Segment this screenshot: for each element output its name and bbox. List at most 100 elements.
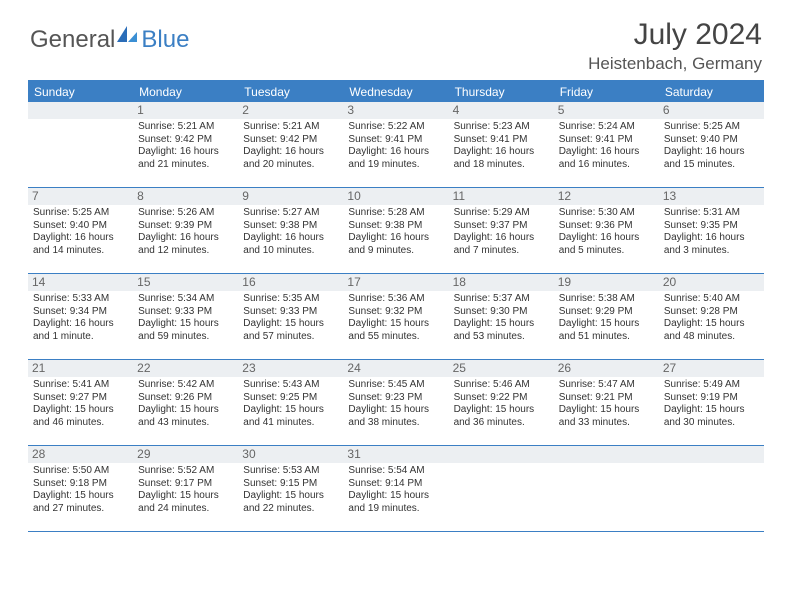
day-number: 11 (449, 188, 554, 205)
day-cell: 1 Sunrise: 5:21 AMSunset: 9:42 PMDaylight… (133, 102, 238, 188)
dow-header: Tuesday (238, 82, 343, 102)
day-info: Sunrise: 5:41 AMSunset: 9:27 PMDaylight:… (32, 379, 129, 429)
day-info: Sunrise: 5:46 AMSunset: 9:22 PMDaylight:… (453, 379, 550, 429)
day-cell: 16 Sunrise: 5:35 AMSunset: 9:33 PMDayligh… (238, 274, 343, 360)
day-info: Sunrise: 5:29 AMSunset: 9:37 PMDaylight:… (453, 207, 550, 257)
day-cell: 20 Sunrise: 5:40 AMSunset: 9:28 PMDayligh… (659, 274, 764, 360)
day-info: Sunrise: 5:25 AMSunset: 9:40 PMDaylight:… (32, 207, 129, 257)
day-info: Sunrise: 5:40 AMSunset: 9:28 PMDaylight:… (663, 293, 760, 343)
day-number: 26 (554, 360, 659, 377)
day-number: 10 (343, 188, 448, 205)
empty-cell (449, 446, 554, 532)
day-number: 30 (238, 446, 343, 463)
day-cell: 7 Sunrise: 5:25 AMSunset: 9:40 PMDaylight… (28, 188, 133, 274)
day-cell: 4 Sunrise: 5:23 AMSunset: 9:41 PMDaylight… (449, 102, 554, 188)
dow-header: Sunday (28, 82, 133, 102)
day-number: 12 (554, 188, 659, 205)
day-number: 23 (238, 360, 343, 377)
day-cell: 22 Sunrise: 5:42 AMSunset: 9:26 PMDayligh… (133, 360, 238, 446)
day-number: 22 (133, 360, 238, 377)
empty-cell (659, 446, 764, 532)
day-cell: 3 Sunrise: 5:22 AMSunset: 9:41 PMDaylight… (343, 102, 448, 188)
day-info: Sunrise: 5:34 AMSunset: 9:33 PMDaylight:… (137, 293, 234, 343)
day-number: 2 (238, 102, 343, 119)
day-info: Sunrise: 5:22 AMSunset: 9:41 PMDaylight:… (347, 121, 444, 171)
logo-general: General (30, 26, 115, 53)
day-cell: 11 Sunrise: 5:29 AMSunset: 9:37 PMDayligh… (449, 188, 554, 274)
day-info: Sunrise: 5:21 AMSunset: 9:42 PMDaylight:… (137, 121, 234, 171)
day-number: 13 (659, 188, 764, 205)
logo-sail-icon (115, 24, 139, 44)
day-number: 25 (449, 360, 554, 377)
day-info: Sunrise: 5:35 AMSunset: 9:33 PMDaylight:… (242, 293, 339, 343)
day-cell: 24 Sunrise: 5:45 AMSunset: 9:23 PMDayligh… (343, 360, 448, 446)
day-cell: 5Sunrise: 5:24 AMSunset: 9:41 PMDaylight… (554, 102, 659, 188)
day-number: 19 (554, 274, 659, 291)
day-info: Sunrise: 5:52 AMSunset: 9:17 PMDaylight:… (137, 465, 234, 515)
day-number: 24 (343, 360, 448, 377)
day-cell: 9 Sunrise: 5:27 AMSunset: 9:38 PMDaylight… (238, 188, 343, 274)
day-info: Sunrise: 5:43 AMSunset: 9:25 PMDaylight:… (242, 379, 339, 429)
day-cell: 25 Sunrise: 5:46 AMSunset: 9:22 PMDayligh… (449, 360, 554, 446)
logo-blue: Blue (141, 26, 189, 54)
month-title: July 2024 (588, 18, 762, 52)
day-cell: 19 Sunrise: 5:38 AMSunset: 9:29 PMDayligh… (554, 274, 659, 360)
day-info: Sunrise: 5:27 AMSunset: 9:38 PMDaylight:… (242, 207, 339, 257)
day-info: Sunrise: 5:37 AMSunset: 9:30 PMDaylight:… (453, 293, 550, 343)
day-cell: 18 Sunrise: 5:37 AMSunset: 9:30 PMDayligh… (449, 274, 554, 360)
day-info: Sunrise: 5:33 AMSunset: 9:34 PMDaylight:… (32, 293, 129, 343)
day-info: Sunrise: 5:21 AMSunset: 9:42 PMDaylight:… (242, 121, 339, 171)
day-cell: 8Sunrise: 5:26 AMSunset: 9:39 PMDaylight… (133, 188, 238, 274)
day-info: Sunrise: 5:50 AMSunset: 9:18 PMDaylight:… (32, 465, 129, 515)
day-info: Sunrise: 5:25 AMSunset: 9:40 PMDaylight:… (663, 121, 760, 171)
logo-text: General (30, 26, 115, 54)
day-info: Sunrise: 5:36 AMSunset: 9:32 PMDaylight:… (347, 293, 444, 343)
day-cell: 31 Sunrise: 5:54 AMSunset: 9:14 PMDayligh… (343, 446, 448, 532)
day-number: 18 (449, 274, 554, 291)
day-cell: 6 Sunrise: 5:25 AMSunset: 9:40 PMDaylight… (659, 102, 764, 188)
day-number: 27 (659, 360, 764, 377)
day-number: 16 (238, 274, 343, 291)
location: Heistenbach, Germany (588, 54, 762, 74)
day-number: 7 (28, 188, 133, 205)
day-number: 29 (133, 446, 238, 463)
day-number: 9 (238, 188, 343, 205)
day-number: 20 (659, 274, 764, 291)
title-block: July 2024 Heistenbach, Germany (588, 18, 762, 74)
day-number: 28 (28, 446, 133, 463)
day-number: 1 (133, 102, 238, 119)
empty-cell (28, 102, 133, 188)
day-cell: 21Sunrise: 5:41 AMSunset: 9:27 PMDayligh… (28, 360, 133, 446)
day-number: 3 (343, 102, 448, 119)
day-info: Sunrise: 5:38 AMSunset: 9:29 PMDaylight:… (558, 293, 655, 343)
logo: General Blue (30, 24, 189, 56)
day-cell: 14 Sunrise: 5:33 AMSunset: 9:34 PMDayligh… (28, 274, 133, 360)
day-info: Sunrise: 5:31 AMSunset: 9:35 PMDaylight:… (663, 207, 760, 257)
day-number: 6 (659, 102, 764, 119)
day-info: Sunrise: 5:23 AMSunset: 9:41 PMDaylight:… (453, 121, 550, 171)
day-number: 14 (28, 274, 133, 291)
day-info: Sunrise: 5:53 AMSunset: 9:15 PMDaylight:… (242, 465, 339, 515)
day-info: Sunrise: 5:49 AMSunset: 9:19 PMDaylight:… (663, 379, 760, 429)
day-number: 5 (554, 102, 659, 119)
day-cell: 15 Sunrise: 5:34 AMSunset: 9:33 PMDayligh… (133, 274, 238, 360)
day-info: Sunrise: 5:54 AMSunset: 9:14 PMDaylight:… (347, 465, 444, 515)
day-number: 15 (133, 274, 238, 291)
dow-header: Saturday (659, 82, 764, 102)
day-cell: 30 Sunrise: 5:53 AMSunset: 9:15 PMDayligh… (238, 446, 343, 532)
day-info: Sunrise: 5:42 AMSunset: 9:26 PMDaylight:… (137, 379, 234, 429)
day-cell: 10 Sunrise: 5:28 AMSunset: 9:38 PMDayligh… (343, 188, 448, 274)
day-info: Sunrise: 5:30 AMSunset: 9:36 PMDaylight:… (558, 207, 655, 257)
day-info: Sunrise: 5:28 AMSunset: 9:38 PMDaylight:… (347, 207, 444, 257)
day-info: Sunrise: 5:47 AMSunset: 9:21 PMDaylight:… (558, 379, 655, 429)
day-number: 17 (343, 274, 448, 291)
empty-cell (554, 446, 659, 532)
day-number: 31 (343, 446, 448, 463)
day-cell: 12 Sunrise: 5:30 AMSunset: 9:36 PMDayligh… (554, 188, 659, 274)
day-number: 4 (449, 102, 554, 119)
dow-header: Friday (554, 82, 659, 102)
day-info: Sunrise: 5:45 AMSunset: 9:23 PMDaylight:… (347, 379, 444, 429)
day-cell: 17 Sunrise: 5:36 AMSunset: 9:32 PMDayligh… (343, 274, 448, 360)
day-cell: 2 Sunrise: 5:21 AMSunset: 9:42 PMDaylight… (238, 102, 343, 188)
dow-header: Monday (133, 82, 238, 102)
